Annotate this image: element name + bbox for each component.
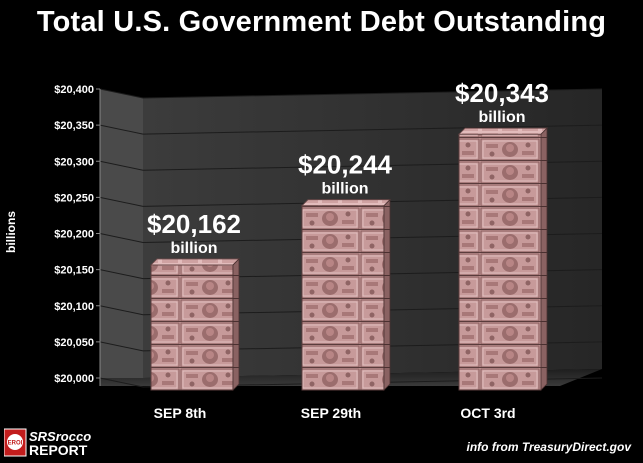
chart-title: Total U.S. Government Debt Outstanding: [36, 6, 607, 38]
bar-side-0: [232, 257, 240, 391]
bar-side-2: [540, 127, 548, 391]
source-note: info from TreasuryDirect.gov: [466, 440, 631, 454]
chart-side-wall: [100, 89, 143, 378]
gridline-8: [142, 88, 603, 99]
gridline-side-6: [99, 160, 144, 171]
data-label-unit-1: billion: [321, 181, 368, 198]
y-tick-label-5: $20,250: [54, 192, 94, 204]
y-tick-label-3: $20,150: [54, 265, 94, 277]
gridline-side-2: [99, 305, 144, 316]
y-axis: $20,000 $20,050 $20,100 $20,150 $20,200 $20,2…: [54, 84, 101, 386]
srsrocco-report-logo: EROI SRSrocco REPORT: [3, 428, 120, 458]
data-label-unit-2: billion: [478, 109, 525, 126]
gridline-side-0: [99, 377, 144, 388]
x-axis: SEP 8th SEP 29th OCT 3rd: [154, 405, 516, 421]
bars: $20,162billion$20,244billion$20,343billi…: [147, 78, 549, 391]
gridline-side-4: [99, 233, 144, 243]
bar-0: [150, 264, 234, 391]
gridline-side-1: [99, 341, 144, 352]
gridline-side-7: [99, 124, 144, 135]
data-label-amount-0: $20,162: [147, 209, 241, 239]
y-tick-label-8: $20,400: [54, 84, 94, 96]
logo-badge-text: EROI: [8, 441, 23, 447]
x-tick-label-2: OCT 3rd: [460, 405, 515, 421]
gridline-side-8: [99, 88, 144, 99]
y-tick-label-7: $20,350: [54, 120, 94, 132]
data-label-amount-1: $20,244: [298, 150, 393, 180]
logo-line1: SRSrocco: [29, 429, 91, 444]
bar-2: [458, 133, 542, 391]
x-tick-label-1: SEP 29th: [301, 405, 361, 421]
data-label-amount-2: $20,343: [455, 78, 549, 108]
x-tick-label-0: SEP 8th: [154, 405, 207, 421]
bar-side-1: [383, 198, 391, 391]
y-axis-label: billions: [4, 211, 18, 253]
y-tick-label-0: $20,000: [54, 373, 94, 385]
y-tick-label-1: $20,050: [54, 337, 94, 349]
y-tick-label-6: $20,300: [54, 156, 94, 168]
bar-top-1: [301, 199, 391, 207]
y-tick-label-2: $20,100: [54, 301, 94, 313]
gridline-7: [142, 124, 603, 135]
bar-top-0: [150, 258, 240, 266]
y-tick-label-4: $20,200: [54, 229, 94, 241]
bar-top-2: [458, 127, 548, 135]
logo-line2: REPORT: [29, 442, 88, 458]
gridline-side-3: [99, 269, 144, 280]
gridline-side-5: [99, 196, 144, 207]
bar-1: [301, 205, 385, 391]
data-label-unit-0: billion: [170, 240, 217, 257]
